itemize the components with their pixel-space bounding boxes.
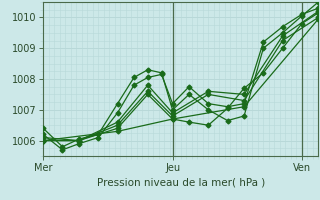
X-axis label: Pression niveau de la mer( hPa ): Pression niveau de la mer( hPa )	[97, 177, 265, 187]
